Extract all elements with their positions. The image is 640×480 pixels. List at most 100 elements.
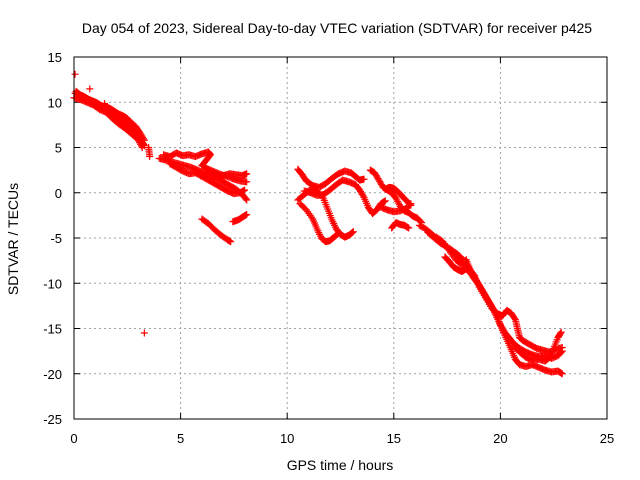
data-point (556, 330, 564, 338)
data-point (86, 85, 94, 93)
y-tick-labels: -25 -20 -15 -10 -5 0 5 10 15 (43, 50, 62, 427)
data-point (100, 100, 108, 108)
y-tick-label: 5 (55, 141, 62, 156)
data-point (334, 230, 342, 238)
data-point (215, 229, 223, 237)
data-point (135, 137, 143, 145)
series-outlier-start (71, 70, 154, 161)
data-point (137, 140, 145, 148)
data-point (242, 211, 250, 219)
data-point (513, 323, 521, 331)
data-point (176, 166, 184, 174)
series-track-6 (166, 160, 249, 198)
y-tick-label: -10 (43, 276, 62, 291)
data-point (394, 197, 402, 205)
data-point (125, 128, 133, 136)
data-point (390, 192, 398, 200)
gridlines (74, 57, 607, 419)
data-point (134, 126, 142, 134)
data-point (242, 170, 250, 178)
data-point (312, 223, 320, 231)
data-point (436, 236, 444, 244)
data-point (524, 339, 532, 347)
plot-frame (73, 56, 608, 420)
data-point (229, 184, 237, 192)
data-points (70, 70, 566, 378)
data-point (557, 344, 565, 352)
series-track-9 (229, 210, 251, 226)
series-track-21 (509, 328, 565, 365)
data-point (137, 142, 145, 150)
data-point (241, 194, 249, 202)
data-point (301, 174, 309, 182)
data-point (202, 164, 210, 172)
data-point (510, 313, 518, 321)
data-point (333, 231, 341, 239)
data-point (139, 133, 147, 141)
x-tick-label: 0 (70, 431, 77, 446)
data-point (347, 230, 355, 238)
data-point (393, 196, 401, 204)
data-point (354, 184, 362, 192)
series-main-track-2 (72, 87, 148, 144)
data-point (241, 178, 249, 186)
data-point (358, 190, 366, 198)
data-point (170, 162, 178, 170)
data-point (336, 178, 344, 186)
data-point (308, 213, 316, 221)
data-point (380, 197, 388, 205)
data-point (242, 195, 250, 203)
data-point (129, 121, 137, 129)
series-main-track-3 (70, 94, 146, 151)
series-track-12 (296, 200, 342, 246)
series-track-10 (294, 165, 368, 191)
data-point (138, 144, 146, 151)
y-tick-label: 15 (48, 50, 62, 65)
x-axis-title: GPS time / hours (287, 457, 394, 473)
data-point (195, 171, 203, 179)
data-point (480, 292, 488, 300)
data-point (359, 175, 367, 183)
data-point (404, 224, 412, 232)
data-point (93, 104, 101, 112)
series-track-16 (388, 219, 413, 232)
data-point (373, 173, 381, 181)
y-axis-title: SDTVAR / TECUs (5, 183, 21, 295)
y-tick-label: -5 (50, 231, 62, 246)
data-point (330, 183, 338, 191)
data-point (112, 118, 120, 126)
data-point (530, 343, 538, 351)
data-point (519, 351, 527, 359)
data-point (348, 228, 356, 236)
series-track-22 (441, 253, 475, 277)
data-point (71, 70, 79, 78)
chart-title: Day 054 of 2023, Sidereal Day-to-day VTE… (82, 20, 592, 36)
data-point (543, 356, 551, 364)
data-point (474, 281, 482, 289)
y-tick-label: 0 (55, 186, 62, 201)
data-point (419, 224, 427, 232)
y-tick-label: -15 (43, 322, 62, 337)
data-point (510, 314, 518, 322)
data-point (119, 123, 127, 131)
data-point (145, 151, 153, 159)
data-point (325, 176, 333, 184)
series-track-7 (200, 170, 251, 181)
data-point (499, 325, 507, 333)
data-point (444, 245, 452, 253)
data-point (517, 335, 525, 343)
data-point (359, 192, 367, 200)
data-point (226, 237, 234, 245)
data-point (510, 353, 518, 361)
x-tick-label: 15 (387, 431, 401, 446)
y-tick-label: -20 (43, 367, 62, 382)
data-point (130, 129, 138, 137)
data-point (300, 203, 308, 211)
y-tick-label: -25 (43, 412, 62, 427)
data-point (465, 267, 473, 275)
data-point (549, 346, 557, 354)
data-point (221, 185, 229, 193)
series-track-5 (160, 148, 251, 186)
data-point (106, 112, 114, 120)
